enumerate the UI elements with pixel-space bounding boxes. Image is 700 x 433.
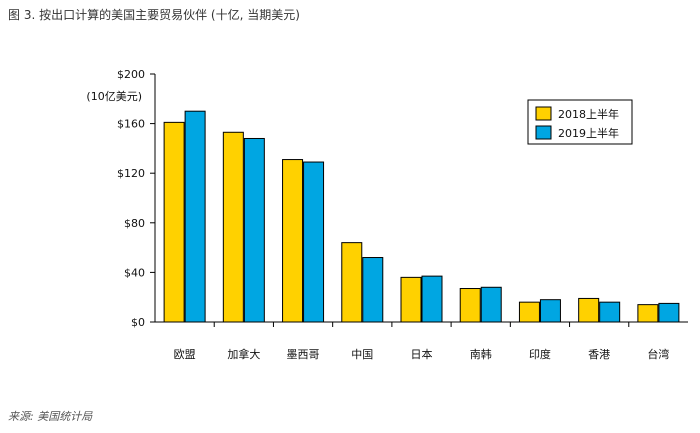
y-tick-label: $120 bbox=[117, 167, 145, 180]
bar-series1 bbox=[341, 242, 363, 323]
x-category-label: 南韩 bbox=[470, 347, 492, 361]
bar-series1 bbox=[400, 276, 422, 323]
bar-series1 bbox=[163, 121, 185, 323]
y-tick-label: $40 bbox=[124, 266, 145, 279]
bars bbox=[163, 110, 680, 323]
y-tick-label: $80 bbox=[124, 217, 145, 230]
bar-series2 bbox=[421, 275, 443, 323]
x-category-label: 印度 bbox=[529, 347, 551, 361]
x-category-label: 台湾 bbox=[647, 347, 669, 361]
legend-label: 2019上半年 bbox=[558, 126, 619, 140]
legend-label: 2018上半年 bbox=[558, 107, 619, 121]
x-category-label: 日本 bbox=[411, 347, 433, 361]
legend-swatch bbox=[535, 106, 552, 121]
y-tick-label: $160 bbox=[117, 118, 145, 131]
x-category-label: 欧盟 bbox=[174, 348, 196, 361]
figure-title: 图 3. 按出口计算的美国主要贸易伙伴 (十亿, 当期美元) bbox=[8, 8, 300, 22]
bar-series1 bbox=[578, 297, 600, 323]
bar-series1 bbox=[282, 159, 304, 323]
x-category-label: 加拿大 bbox=[227, 347, 260, 361]
legend-swatch bbox=[535, 125, 552, 140]
figure-source: 来源: 美国统计局 bbox=[8, 410, 93, 423]
bar-series2 bbox=[184, 110, 206, 323]
bar-series2 bbox=[243, 137, 265, 323]
y-ticks: $0 $40 $80 $120 $160 $200 bbox=[117, 68, 155, 329]
x-category-label: 中国 bbox=[351, 348, 373, 361]
x-category-label: 香港 bbox=[588, 348, 610, 361]
bar-series1 bbox=[459, 288, 481, 323]
bar-series1 bbox=[222, 131, 244, 323]
x-category-label: 墨西哥 bbox=[287, 348, 320, 361]
legend: 2018上半年 2019上半年 bbox=[527, 99, 633, 145]
bar-series2 bbox=[599, 301, 621, 323]
bar-series1 bbox=[637, 304, 659, 323]
bar-series1 bbox=[518, 301, 540, 323]
y-tick-label: $0 bbox=[131, 316, 145, 329]
y-tick-label: $200 bbox=[117, 68, 145, 81]
bar-series2 bbox=[362, 257, 384, 323]
bar-series2 bbox=[658, 302, 680, 323]
bar-series2 bbox=[539, 299, 561, 323]
y-unit-label: (10亿美元) bbox=[86, 90, 142, 103]
bar-series2 bbox=[480, 286, 502, 323]
x-category-labels: 欧盟 加拿大 墨西哥 中国 日本 南韩 印度 香港 台湾 bbox=[174, 322, 669, 361]
bar-series2 bbox=[303, 161, 325, 323]
